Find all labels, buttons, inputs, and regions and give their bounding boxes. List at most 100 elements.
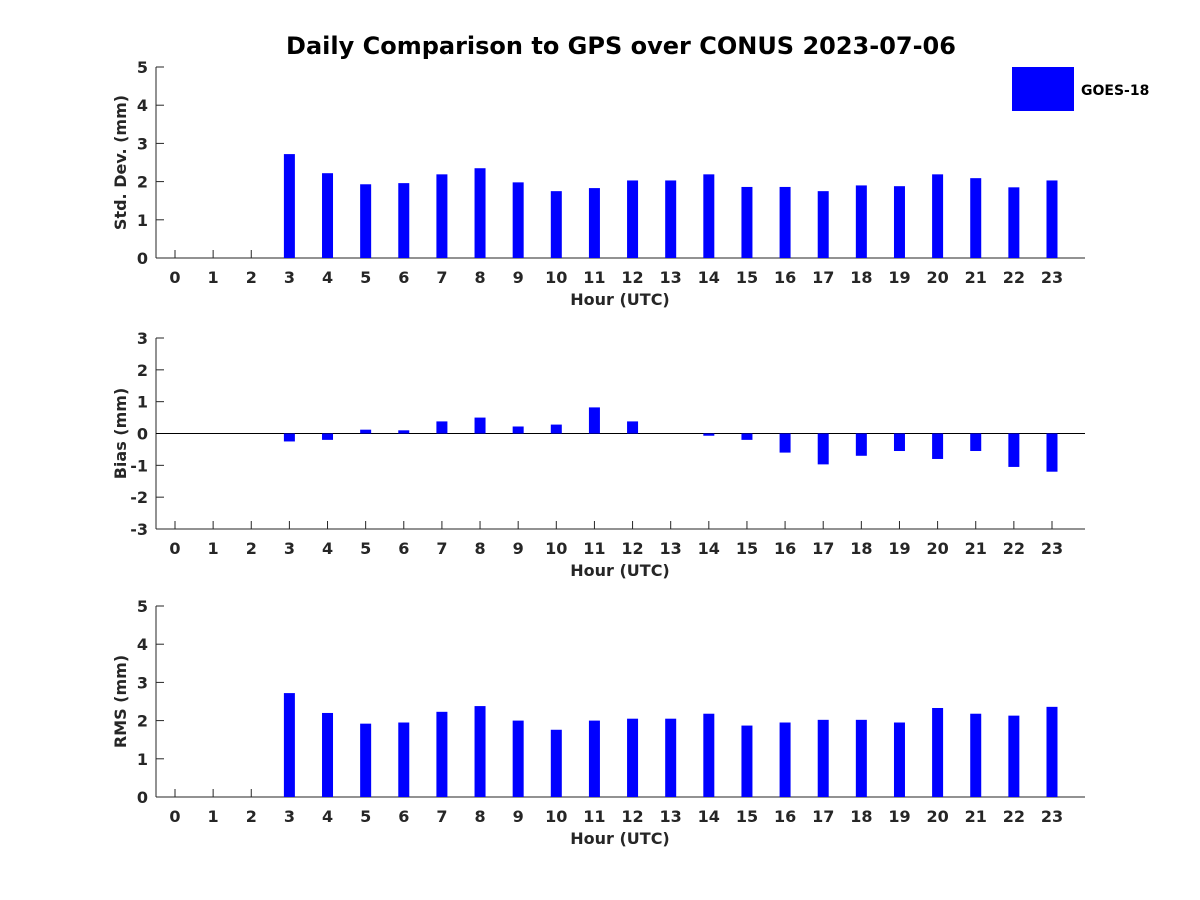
bar-hour-9	[512, 426, 524, 434]
y-tick-label: -2	[130, 488, 148, 507]
legend: GOES-18	[1012, 67, 1149, 111]
x-tick-label: 16	[774, 268, 796, 287]
bar-hour-8	[474, 168, 486, 258]
bar-hour-5	[360, 184, 372, 258]
x-tick-label: 18	[850, 268, 872, 287]
x-tick-label: 23	[1041, 268, 1063, 287]
x-tick-label: 8	[474, 268, 485, 287]
x-tick-label: 14	[698, 807, 720, 826]
bar-hour-5	[360, 429, 372, 434]
bar-hour-11	[588, 188, 600, 258]
x-tick-label: 9	[513, 539, 524, 558]
y-tick-label: -3	[130, 520, 148, 539]
bar-hour-23	[1046, 180, 1058, 258]
x-tick-label: 3	[284, 807, 295, 826]
bar-hour-8	[474, 417, 486, 434]
bar-hour-21	[970, 713, 982, 797]
bar-hour-11	[588, 720, 600, 797]
y-tick-label: 0	[137, 249, 148, 268]
y-tick-label: 0	[137, 425, 148, 444]
bar-hour-4	[322, 433, 334, 440]
y-tick-label: -1	[130, 456, 148, 475]
bar-hour-20	[932, 433, 944, 459]
x-tick-label: 3	[284, 539, 295, 558]
x-tick-label: 12	[621, 539, 643, 558]
bar-hour-12	[627, 180, 639, 258]
bar-hour-15	[741, 725, 753, 797]
x-tick-label: 21	[965, 268, 987, 287]
bar-hour-23	[1046, 706, 1058, 797]
x-tick-label: 14	[698, 539, 720, 558]
x-tick-label: 5	[360, 807, 371, 826]
y-tick-label: 3	[137, 134, 148, 153]
bar-hour-6	[398, 722, 410, 797]
y-tick-label: 2	[137, 173, 148, 192]
legend-label: GOES-18	[1081, 83, 1149, 99]
x-tick-label: 19	[888, 807, 910, 826]
bar-hour-14	[703, 433, 715, 436]
x-axis-label: Hour (UTC)	[570, 561, 670, 580]
x-tick-label: 15	[736, 268, 758, 287]
legend-swatch	[1012, 67, 1074, 111]
bar-hour-6	[398, 430, 410, 434]
x-tick-label: 7	[436, 539, 447, 558]
x-tick-label: 22	[1003, 268, 1025, 287]
x-tick-label: 8	[474, 539, 485, 558]
bar-hour-22	[1008, 187, 1020, 258]
x-tick-label: 0	[169, 807, 180, 826]
x-tick-label: 21	[965, 539, 987, 558]
x-tick-label: 11	[583, 268, 605, 287]
y-tick-label: 0	[137, 788, 148, 807]
x-tick-label: 13	[660, 539, 682, 558]
bar-hour-8	[474, 706, 486, 797]
bar-hour-19	[893, 722, 905, 797]
x-tick-label: 18	[850, 807, 872, 826]
bar-hour-3	[283, 154, 295, 258]
bar-hour-23	[1046, 433, 1058, 472]
y-tick-label: 1	[137, 393, 148, 412]
bar-hour-22	[1008, 715, 1020, 797]
bar-hour-20	[932, 174, 944, 258]
bar-hour-20	[932, 707, 944, 797]
x-tick-label: 10	[545, 268, 567, 287]
bar-hour-7	[436, 174, 448, 258]
bar-hour-21	[970, 433, 982, 452]
x-tick-label: 4	[322, 807, 333, 826]
bar-hour-11	[588, 407, 600, 434]
x-tick-label: 6	[398, 539, 409, 558]
y-tick-label: 4	[137, 635, 148, 654]
y-tick-label: 3	[137, 329, 148, 348]
x-tick-label: 12	[621, 268, 643, 287]
x-tick-label: 23	[1041, 807, 1063, 826]
bar-hour-16	[779, 722, 791, 797]
bar-hour-16	[779, 433, 791, 453]
bar-hour-3	[283, 693, 295, 797]
bar-hour-9	[512, 720, 524, 797]
x-tick-label: 15	[736, 539, 758, 558]
bar-hour-10	[550, 729, 562, 797]
x-tick-label: 0	[169, 539, 180, 558]
x-tick-label: 13	[660, 807, 682, 826]
x-tick-label: 22	[1003, 807, 1025, 826]
x-tick-label: 3	[284, 268, 295, 287]
bar-hour-22	[1008, 433, 1020, 467]
y-axis-label: Std. Dev. (mm)	[111, 95, 130, 230]
x-tick-label: 18	[850, 539, 872, 558]
bar-hour-17	[817, 433, 829, 465]
x-tick-label: 19	[888, 268, 910, 287]
bar-hour-4	[322, 173, 334, 258]
x-tick-label: 17	[812, 539, 834, 558]
x-tick-label: 8	[474, 807, 485, 826]
x-tick-label: 16	[774, 807, 796, 826]
y-axis-label: RMS (mm)	[111, 655, 130, 748]
x-tick-label: 5	[360, 539, 371, 558]
x-tick-label: 1	[208, 539, 219, 558]
x-axis-label: Hour (UTC)	[570, 829, 670, 848]
x-tick-label: 1	[208, 268, 219, 287]
x-tick-label: 2	[246, 807, 257, 826]
x-tick-label: 4	[322, 539, 333, 558]
bar-hour-4	[322, 712, 334, 797]
